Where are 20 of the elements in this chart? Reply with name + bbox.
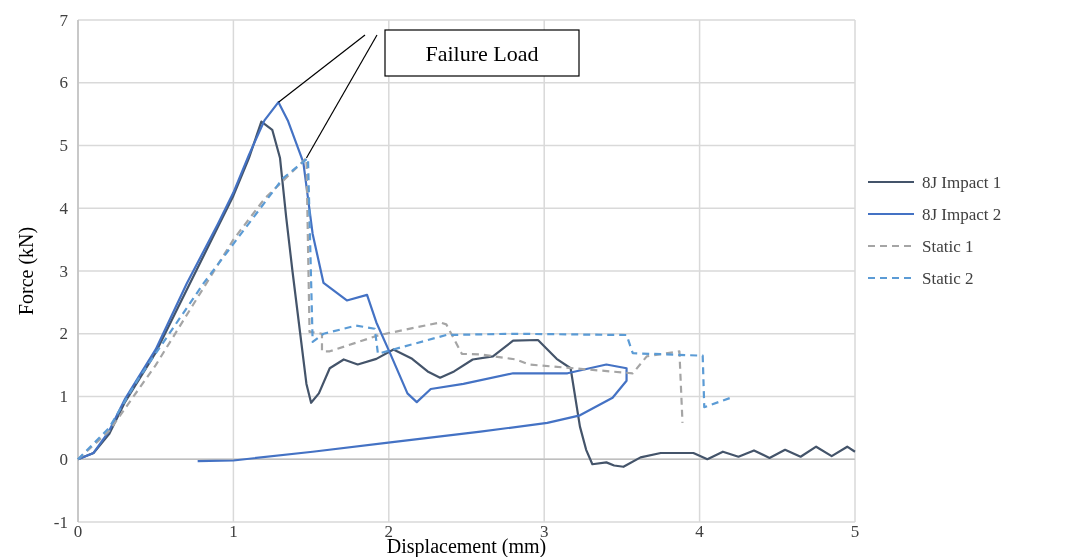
legend-label: 8J Impact 2 (922, 204, 1002, 224)
y-tick-label: 2 (59, 324, 68, 344)
y-tick-label: 6 (59, 73, 68, 93)
x-tick-label: 0 (73, 522, 83, 541)
y-tick-label: 7 (59, 10, 69, 30)
line-series (76, 101, 628, 463)
y-tick-label: 0 (59, 449, 68, 469)
y-tick-label: 5 (59, 136, 68, 155)
legend-label: Static 2 (922, 268, 974, 288)
annotation: Failure Load (425, 40, 539, 66)
x-tick-label: 5 (850, 522, 860, 541)
y-tick-label: 1 (59, 387, 68, 406)
x-tick-label: 1 (229, 522, 238, 541)
y-tick-label: -1 (53, 512, 68, 532)
y-tick-label: 3 (59, 261, 68, 281)
y-tick-label: 4 (59, 198, 69, 218)
y-axis-title: Force (kN) (15, 226, 38, 316)
legend-label: Static 1 (922, 236, 974, 256)
legend-label: 8J Impact 1 (922, 172, 1002, 192)
x-tick-label: 4 (695, 522, 705, 541)
